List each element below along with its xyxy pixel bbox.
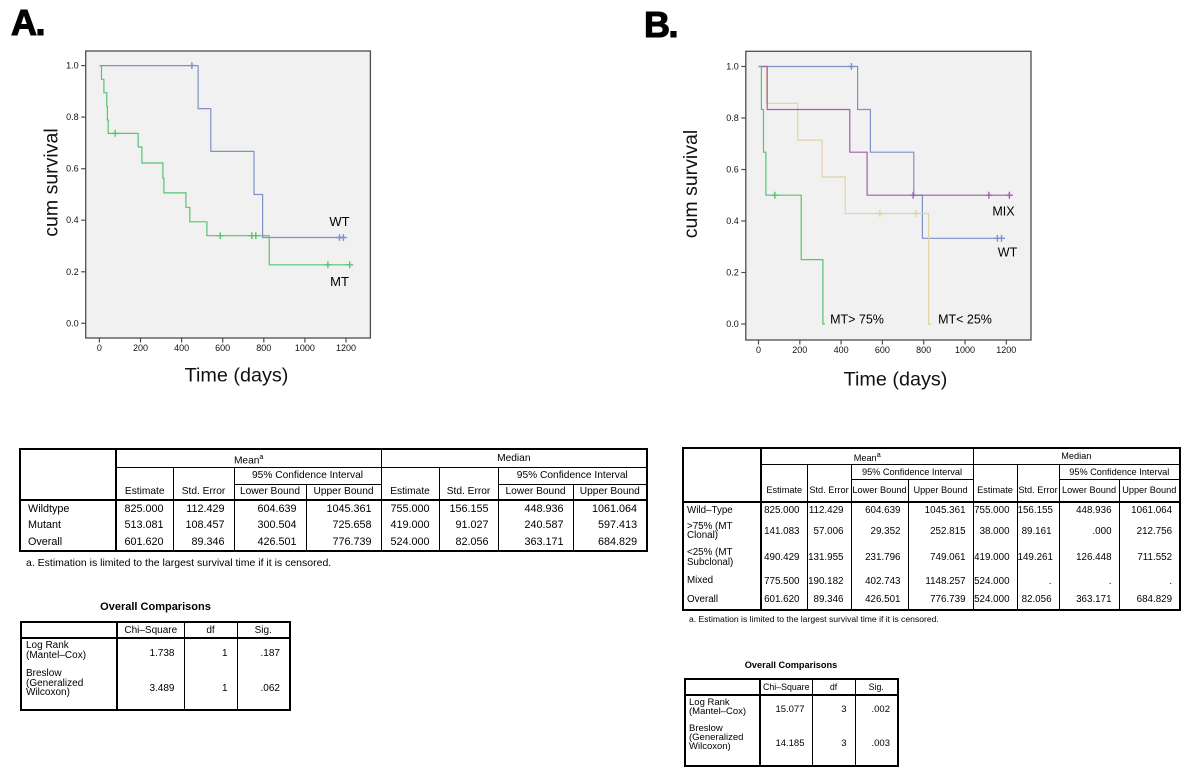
svg-text:MIX: MIX	[992, 204, 1015, 218]
svg-text:1.0: 1.0	[66, 61, 79, 71]
svg-text:0.6: 0.6	[726, 165, 739, 175]
svg-text:800: 800	[916, 345, 931, 355]
svg-text:0.4: 0.4	[66, 215, 79, 225]
svg-text:400: 400	[174, 343, 189, 353]
svg-text:1200: 1200	[336, 343, 356, 353]
svg-text:1.0: 1.0	[726, 62, 739, 72]
svg-text:0: 0	[97, 343, 102, 353]
svg-text:0.0: 0.0	[66, 318, 79, 328]
svg-text:800: 800	[256, 343, 271, 353]
svg-text:600: 600	[215, 343, 230, 353]
svg-text:400: 400	[834, 345, 849, 355]
svg-text:200: 200	[792, 345, 807, 355]
svg-text:cum survival: cum survival	[41, 128, 63, 236]
svg-text:0.6: 0.6	[66, 164, 79, 174]
svg-text:0.2: 0.2	[726, 268, 739, 278]
svg-text:1000: 1000	[295, 343, 315, 353]
svg-text:MT> 75%: MT> 75%	[830, 313, 884, 327]
svg-text:Time (days): Time (days)	[185, 365, 289, 387]
svg-text:0.8: 0.8	[726, 113, 739, 123]
svg-text:WT: WT	[329, 214, 349, 229]
svg-text:WT: WT	[998, 246, 1018, 260]
svg-text:MT: MT	[330, 274, 349, 289]
svg-text:600: 600	[875, 345, 890, 355]
svg-text:1200: 1200	[996, 345, 1016, 355]
svg-text:0.8: 0.8	[66, 112, 79, 122]
svg-text:0: 0	[756, 345, 761, 355]
svg-text:1000: 1000	[955, 345, 975, 355]
svg-text:cum survival: cum survival	[680, 130, 702, 238]
svg-text:0.2: 0.2	[66, 267, 79, 277]
svg-text:MT< 25%: MT< 25%	[938, 313, 992, 327]
svg-text:0.0: 0.0	[726, 319, 739, 329]
svg-text:200: 200	[133, 343, 148, 353]
svg-text:0.4: 0.4	[726, 216, 739, 226]
svg-text:Time (days): Time (days)	[844, 368, 948, 390]
